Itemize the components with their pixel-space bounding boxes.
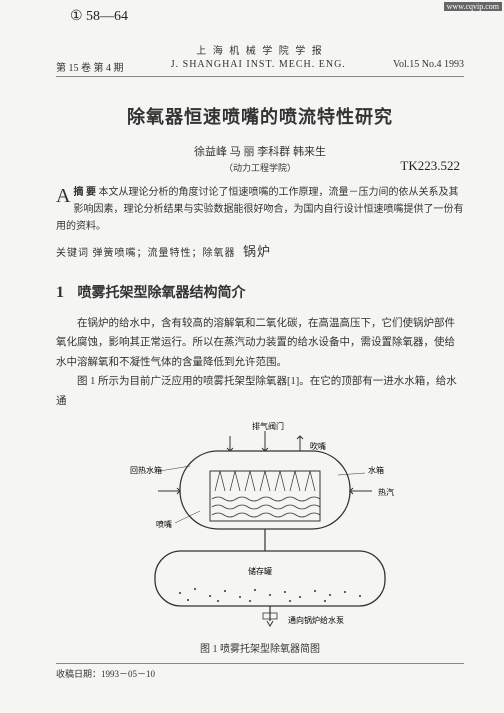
keywords-label: 关键词 bbox=[56, 248, 89, 259]
label-water-tank: 水箱 bbox=[368, 465, 384, 475]
keywords: 关键词 弹簧喷嘴；流量特性；除氧器 锅炉 bbox=[56, 241, 464, 260]
abstract-text: 本文从理论分析的角度讨论了恒速喷嘴的工作原理，流量－压力间的依从关系及其影响因素… bbox=[56, 187, 463, 232]
section-number: 1 bbox=[56, 284, 64, 301]
classification-code: TK223.522 bbox=[400, 158, 460, 174]
label-storage: 储存罐 bbox=[248, 566, 272, 576]
issue-left: 第 15 卷 第 4 期 bbox=[56, 59, 124, 74]
paper-title: 除氧器恒速喷嘴的喷流特性研究 bbox=[56, 103, 464, 129]
journal-name-cn: 上 海 机 械 学 院 学 报 bbox=[56, 42, 464, 57]
abstract-dropcap: A bbox=[56, 186, 70, 206]
label-inlet-tank: 回热水箱 bbox=[130, 465, 162, 475]
label-vent: 排气阀门 bbox=[252, 421, 284, 431]
section-title: 喷雾托架型除氧器结构简介 bbox=[78, 286, 246, 301]
issue-right: Vol.15 No.4 1993 bbox=[393, 59, 464, 74]
abstract-label: 摘 要 bbox=[73, 187, 96, 198]
section-1-para-1: 在锅炉的给水中，含有较高的溶解氧和二氧化碳，在高温高压下，它们使锅炉部件氧化腐蚀… bbox=[56, 314, 464, 372]
label-dome: 吹嘴 bbox=[310, 441, 326, 451]
received-date: 收稿日期：1993－05－10 bbox=[56, 669, 155, 679]
watermark: www.cqvip.com bbox=[444, 2, 502, 11]
keyword-boiler-handwritten: 锅炉 bbox=[243, 244, 271, 259]
section-1-heading: 1 喷雾托架型除氧器结构简介 bbox=[56, 282, 464, 302]
label-pump: 通向锅炉给水泵 bbox=[288, 615, 344, 625]
figure-1-caption: 图 1 喷雾托架型除氧器简图 bbox=[100, 640, 420, 655]
label-nozzle: 喷嘴 bbox=[156, 519, 172, 529]
footer: 收稿日期：1993－05－10 bbox=[56, 663, 464, 680]
abstract: A 摘 要 本文从理论分析的角度讨论了恒速喷嘴的工作原理，流量－压力间的依从关系… bbox=[56, 184, 464, 235]
label-steam: 热汽 bbox=[378, 487, 394, 497]
authors: 徐益峰 马 丽 李科群 韩来生 bbox=[56, 143, 464, 159]
deaerator-diagram: 回热水箱 喷嘴 排气阀门 吹嘴 水箱 热汽 储存罐 通向锅炉给水泵 bbox=[100, 421, 420, 631]
handwritten-annotation: ① 58—64 bbox=[70, 8, 128, 25]
figure-1: 回热水箱 喷嘴 排气阀门 吹嘴 水箱 热汽 储存罐 通向锅炉给水泵 图 1 喷雾… bbox=[100, 421, 420, 655]
keywords-items: 弹簧喷嘴；流量特性；除氧器 bbox=[93, 248, 236, 259]
journal-name-en: J. SHANGHAI INST. MECH. ENG. bbox=[171, 59, 346, 74]
page-header: 上 海 机 械 学 院 学 报 第 15 卷 第 4 期 J. SHANGHAI… bbox=[56, 42, 464, 77]
section-1-para-2: 图 1 所示为目前广泛应用的喷雾托架型除氧器[1]。在它的顶部有一进水水箱，给水… bbox=[56, 372, 464, 411]
